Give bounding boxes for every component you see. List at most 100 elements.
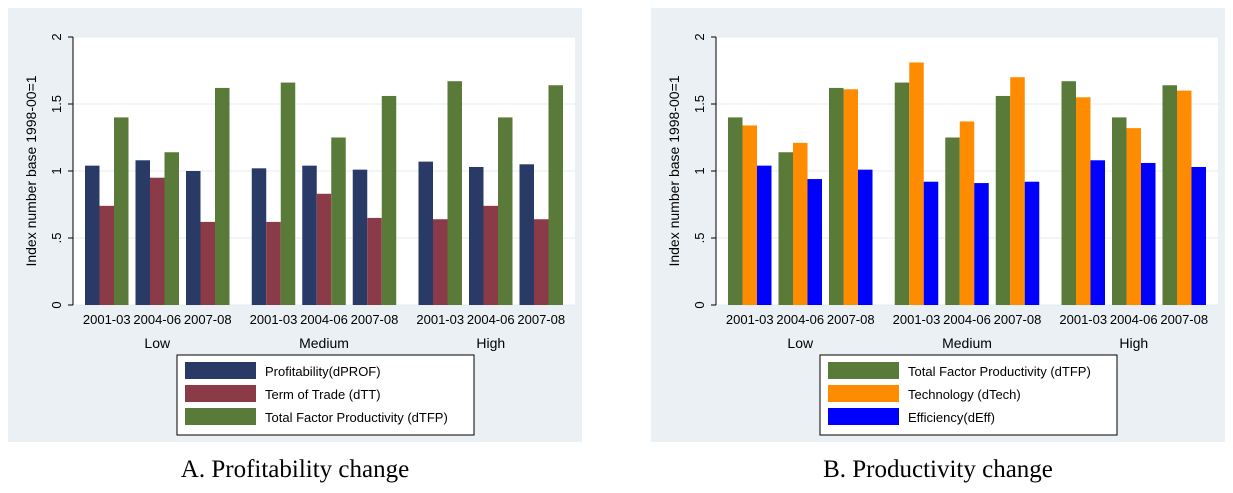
x-category-label: 2004-06	[133, 312, 181, 327]
y-tick-label: 0	[692, 301, 707, 308]
bar	[266, 221, 281, 305]
legend-swatch	[828, 408, 899, 425]
legend-swatch	[828, 385, 899, 402]
x-category-label: 2004-06	[1110, 312, 1158, 327]
bar	[1010, 77, 1025, 305]
x-category-label: 2001-03	[893, 312, 941, 327]
bar	[367, 217, 382, 305]
bar	[757, 165, 772, 305]
y-tick-label: 2	[49, 33, 64, 40]
y-tick-label: 2	[692, 33, 707, 40]
y-tick-label: 1.5	[692, 95, 707, 113]
x-group-label: Medium	[299, 335, 349, 351]
x-group-label: High	[1119, 335, 1148, 351]
bar	[1090, 160, 1105, 305]
bar	[778, 152, 793, 305]
bar	[251, 168, 267, 305]
bar	[807, 179, 822, 305]
y-tick-label: .5	[49, 233, 64, 244]
x-group-label: Low	[787, 335, 814, 351]
x-category-label: 2007-08	[351, 312, 399, 327]
bar	[959, 121, 975, 305]
x-category-label: 2004-06	[776, 312, 824, 327]
bar	[280, 82, 296, 305]
legend-swatch	[185, 385, 256, 402]
bar	[215, 87, 230, 305]
bar	[894, 82, 910, 305]
bar	[331, 137, 346, 305]
x-group-label: High	[476, 335, 505, 351]
bar	[85, 165, 100, 305]
y-tick-label: 1	[49, 167, 64, 174]
bar	[483, 205, 498, 305]
bar	[1141, 162, 1156, 305]
bar	[1076, 97, 1091, 305]
legend-label: Term of Trade (dTT)	[265, 387, 381, 402]
bar	[995, 95, 1011, 306]
bar	[99, 205, 114, 305]
bar	[534, 219, 549, 305]
bar	[1112, 117, 1127, 306]
x-group-label: Medium	[942, 335, 992, 351]
x-category-label: 2007-08	[994, 312, 1042, 327]
bar	[469, 166, 484, 305]
x-category-label: 2007-08	[1160, 312, 1208, 327]
bar	[316, 193, 332, 305]
bar	[1191, 166, 1206, 305]
bar	[1162, 85, 1177, 306]
bar	[793, 142, 808, 305]
legend-label: Total Factor Productivity (dTFP)	[908, 364, 1091, 379]
legend-label: Profitability(dPROF)	[265, 364, 381, 379]
bar	[447, 81, 462, 305]
bar	[742, 125, 757, 305]
legend-swatch	[185, 408, 256, 425]
chart-caption: A. Profitability change	[180, 456, 410, 483]
legend-label: Efficiency(dEff)	[908, 410, 995, 425]
bar	[945, 137, 960, 305]
y-axis-label: Index number base 1998-00=1	[666, 75, 682, 266]
bar	[1061, 81, 1076, 305]
bar	[164, 152, 179, 305]
y-axis-label: Index number base 1998-00=1	[23, 75, 39, 266]
bar	[200, 221, 215, 305]
bar	[843, 89, 858, 305]
x-category-label: 2001-03	[726, 312, 774, 327]
bar	[974, 183, 989, 305]
x-category-label: 2004-06	[467, 312, 515, 327]
chart-panel-profitability: 0 .5 1 1.5 2 Index number base 1998-00=1 2001-…	[0, 0, 590, 493]
legend-swatch	[185, 362, 256, 379]
bar	[352, 169, 368, 305]
y-tick-label: 0	[49, 301, 64, 308]
chart-panel-productivity: 0 .5 1 1.5 2 Index number base 1998-00=1 2001-…	[643, 0, 1233, 493]
x-category-label: 2007-08	[184, 312, 232, 327]
bar	[829, 87, 844, 305]
bar	[858, 169, 873, 305]
bar	[548, 85, 563, 306]
bar	[186, 171, 201, 305]
legend-label: Total Factor Productivity (dTFP)	[265, 410, 448, 425]
y-tick-label: .5	[692, 233, 707, 244]
chart-profitability: 0 .5 1 1.5 2 Index number base 1998-00=1 2001-…	[8, 8, 582, 442]
chart-productivity: 0 .5 1 1.5 2 Index number base 1998-00=1 2001-…	[651, 8, 1225, 442]
bar	[519, 164, 534, 305]
bar	[418, 161, 433, 305]
bar	[1177, 90, 1192, 305]
chart-caption: B. Productivity change	[823, 456, 1053, 483]
y-tick-label: 1	[692, 167, 707, 174]
legend-label: Technology (dTech)	[908, 387, 1021, 402]
x-category-label: 2001-03	[416, 312, 464, 327]
x-category-label: 2001-03	[83, 312, 131, 327]
x-category-label: 2007-08	[827, 312, 875, 327]
x-category-label: 2001-03	[250, 312, 298, 327]
x-category-label: 2004-06	[300, 312, 348, 327]
bar	[498, 117, 513, 306]
bar	[150, 177, 165, 305]
x-group-label: Low	[144, 335, 171, 351]
bar	[433, 219, 448, 305]
bar	[728, 117, 743, 306]
bar	[135, 160, 150, 305]
y-tick-label: 1.5	[49, 95, 64, 113]
bar	[381, 95, 397, 306]
x-category-label: 2007-08	[517, 312, 565, 327]
legend-swatch	[828, 362, 899, 379]
